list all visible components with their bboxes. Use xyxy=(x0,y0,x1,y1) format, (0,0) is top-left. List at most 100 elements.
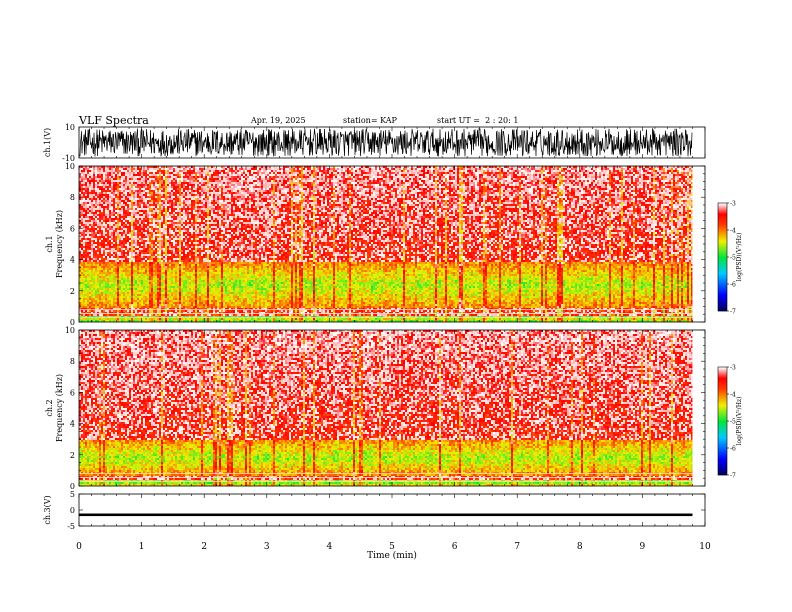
psd-cell xyxy=(423,168,425,170)
psd-cell xyxy=(215,182,217,184)
psd-cell xyxy=(211,178,213,180)
psd-cell xyxy=(551,168,553,170)
psd-cell xyxy=(561,174,563,176)
psd-cell xyxy=(601,170,603,172)
psd-cell xyxy=(517,172,519,174)
psd-cell xyxy=(431,170,433,172)
psd-cell xyxy=(383,168,385,170)
psd-cell xyxy=(651,176,653,178)
psd-cell xyxy=(127,178,129,180)
psd-cell xyxy=(623,174,625,176)
psd-cell xyxy=(287,168,289,170)
psd-cell xyxy=(415,174,417,176)
psd-cell xyxy=(103,180,105,182)
psd-cell xyxy=(105,180,107,182)
psd-cell xyxy=(267,182,269,184)
psd-cell xyxy=(81,168,83,170)
psd-cell xyxy=(673,180,675,182)
psd-cell xyxy=(309,180,311,182)
psd-cell xyxy=(631,178,633,180)
psd-cell xyxy=(309,178,311,180)
psd-cell xyxy=(633,176,635,178)
psd-cell xyxy=(315,170,317,172)
psd-cell xyxy=(303,182,305,184)
psd-cell xyxy=(477,172,479,174)
psd-cell xyxy=(451,180,453,182)
psd-cell xyxy=(81,182,83,184)
psd-cell xyxy=(317,182,319,184)
psd-cell xyxy=(377,180,379,182)
psd-cell xyxy=(453,174,455,176)
psd-cell xyxy=(487,174,489,176)
psd-cell xyxy=(293,170,295,172)
psd-cell xyxy=(465,168,467,170)
psd-cell xyxy=(263,168,265,170)
psd-cell xyxy=(649,170,651,172)
psd-cell xyxy=(601,178,603,180)
psd-cell xyxy=(673,176,675,178)
psd-cell xyxy=(117,180,119,182)
psd-cell xyxy=(271,170,273,172)
psd-cell xyxy=(171,176,173,178)
psd-cell xyxy=(377,172,379,174)
psd-cell xyxy=(405,176,407,178)
psd-cell xyxy=(357,174,359,176)
psd-cell xyxy=(207,174,209,176)
psd-cell xyxy=(241,168,243,170)
psd-cell xyxy=(281,170,283,172)
psd-cell xyxy=(601,182,603,184)
psd-cell xyxy=(623,182,625,184)
psd-cell xyxy=(87,174,89,176)
psd-cell xyxy=(125,172,127,174)
psd-cell xyxy=(131,168,133,170)
psd-cell xyxy=(333,180,335,182)
psd-cell xyxy=(553,168,555,170)
psd-cell xyxy=(161,182,163,184)
psd-cell xyxy=(279,172,281,174)
psd-cell xyxy=(375,180,377,182)
psd-cell xyxy=(595,178,597,180)
psd-cell xyxy=(125,176,127,178)
psd-cell xyxy=(135,178,137,180)
psd-cell xyxy=(381,174,383,176)
psd-cell xyxy=(535,170,537,172)
psd-cell xyxy=(619,182,621,184)
psd-cell xyxy=(441,174,443,176)
psd-cell xyxy=(519,176,521,178)
psd-cell xyxy=(369,172,371,174)
psd-cell xyxy=(269,180,271,182)
psd-cell xyxy=(229,178,231,180)
psd-cell xyxy=(653,178,655,180)
psd-cell xyxy=(529,170,531,172)
psd-cell xyxy=(521,182,523,184)
psd-cell xyxy=(215,170,217,172)
psd-cell xyxy=(539,170,541,172)
psd-cell xyxy=(507,182,509,184)
psd-cell xyxy=(317,180,319,182)
psd-cell xyxy=(175,170,177,172)
psd-cell xyxy=(233,172,235,174)
psd-cell xyxy=(663,174,665,176)
psd-cell xyxy=(107,176,109,178)
psd-cell xyxy=(293,178,295,180)
psd-cell xyxy=(629,180,631,182)
psd-cell xyxy=(179,174,181,176)
psd-cell xyxy=(373,176,375,178)
psd-cell xyxy=(327,182,329,184)
psd-cell xyxy=(495,176,497,178)
psd-cell xyxy=(167,170,169,172)
psd-cell xyxy=(119,182,121,184)
psd-cell xyxy=(619,176,621,178)
psd-cell xyxy=(141,174,143,176)
psd-cell xyxy=(347,174,349,176)
psd-cell xyxy=(419,168,421,170)
psd-cell xyxy=(403,182,405,184)
psd-cell xyxy=(495,174,497,176)
psd-cell xyxy=(173,172,175,174)
psd-cell xyxy=(577,174,579,176)
psd-cell xyxy=(683,174,685,176)
psd-cell xyxy=(393,174,395,176)
psd-cell xyxy=(159,174,161,176)
psd-cell xyxy=(129,174,131,176)
psd-cell xyxy=(163,178,165,180)
